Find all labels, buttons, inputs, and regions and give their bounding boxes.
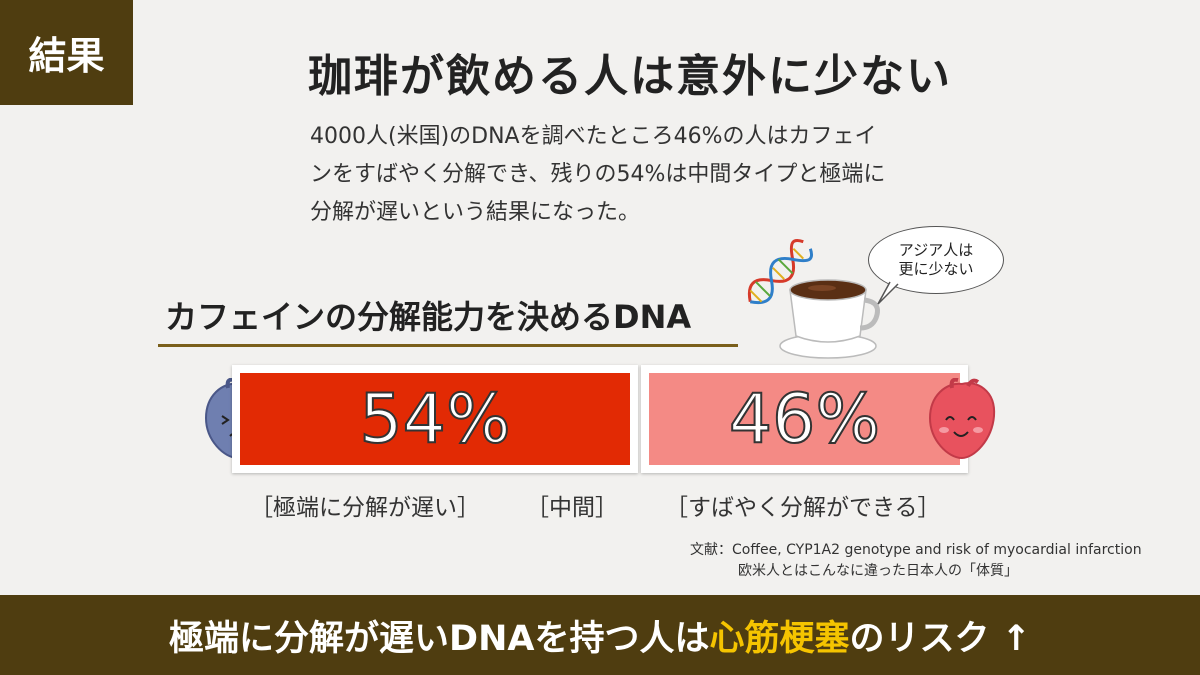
conclusion-text: 極端に分解が遅いDNAを持つ人は <box>169 618 710 659</box>
page-title: 珈琲が飲める人は意外に少ない <box>308 51 952 102</box>
slow-percent: 54% <box>358 379 511 460</box>
bubble-tail <box>877 281 899 305</box>
title-underline <box>158 344 738 347</box>
reference: 文献：Coffee, CYP1A2 genotype and risk of m… <box>690 540 1142 582</box>
description: 4000人(米国)のDNAを調べたところ46%の人はカフェイ ンをすばやく分解で… <box>310 118 950 232</box>
fast-bar-fill: 46% <box>649 373 960 465</box>
slow-bar-fill: 54% <box>240 373 630 465</box>
description-line: 分解が遅いという結果になった。 <box>310 200 641 225</box>
description-line: ンをすばやく分解でき、残りの54%は中間タイプと極端に <box>310 162 886 187</box>
fast-bar: 46% <box>641 365 968 473</box>
coffee-cup-icon <box>779 279 880 359</box>
description-line: 4000人(米国)のDNAを調べたところ46%の人はカフェイ <box>310 124 877 149</box>
fast-percent: 46% <box>728 379 881 460</box>
slow-bar: 54% <box>232 365 638 473</box>
dna-section-title: カフェインの分解能力を決めるDNA <box>165 298 692 336</box>
label-fast: ［すばやく分解ができる］ <box>665 495 941 521</box>
bubble-line: アジア人は <box>898 241 974 259</box>
dna-icon <box>747 238 814 305</box>
happy-heart-icon <box>928 378 996 460</box>
result-tag: 結果 <box>0 0 133 105</box>
reference-line: 文献：Coffee, CYP1A2 genotype and risk of m… <box>690 542 1142 558</box>
label-slow: ［極端に分解が遅い］ <box>250 495 480 521</box>
label-middle: ［中間］ <box>526 495 618 521</box>
conclusion-banner: 極端に分解が遅いDNAを持つ人は 心筋梗塞 のリスク ↑ <box>0 595 1200 675</box>
bubble-line: 更に少ない <box>898 260 974 278</box>
reference-line: 欧米人とはこんなに違った日本人の「体質」 <box>738 563 1018 579</box>
conclusion-highlight: 心筋梗塞 <box>709 618 850 659</box>
conclusion-text-end: のリスク ↑ <box>849 618 1031 659</box>
